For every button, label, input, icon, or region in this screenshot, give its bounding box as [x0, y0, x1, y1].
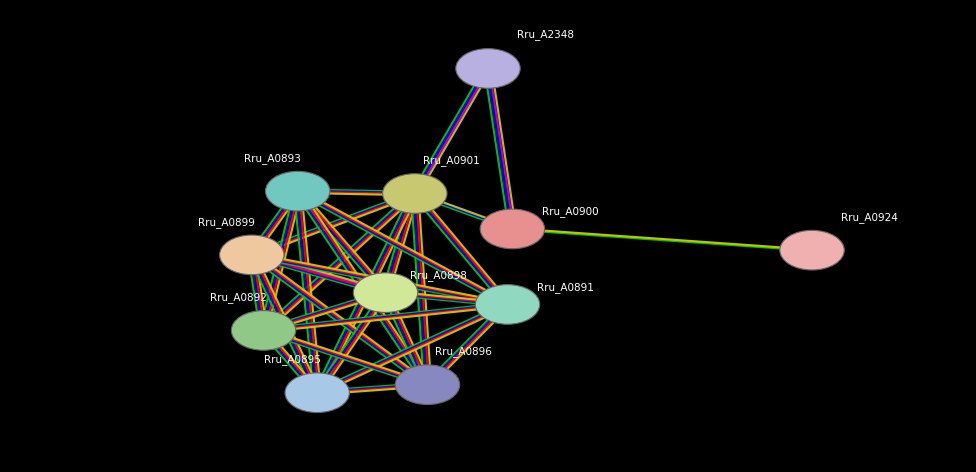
- Text: Rru_A0892: Rru_A0892: [210, 292, 266, 303]
- Text: Rru_A0898: Rru_A0898: [410, 270, 467, 281]
- Text: Rru_A0895: Rru_A0895: [264, 354, 320, 365]
- Ellipse shape: [780, 230, 844, 270]
- Text: Rru_A0899: Rru_A0899: [198, 217, 255, 228]
- Ellipse shape: [265, 171, 330, 211]
- Ellipse shape: [285, 373, 349, 413]
- Ellipse shape: [220, 235, 284, 275]
- Text: Rru_A0893: Rru_A0893: [244, 153, 301, 164]
- Text: Rru_A0901: Rru_A0901: [423, 155, 479, 166]
- Ellipse shape: [353, 273, 418, 312]
- Ellipse shape: [480, 209, 545, 249]
- Text: Rru_A0924: Rru_A0924: [841, 212, 898, 223]
- Text: Rru_A0900: Rru_A0900: [542, 206, 598, 217]
- Text: Rru_A0891: Rru_A0891: [537, 282, 593, 293]
- Ellipse shape: [231, 311, 296, 350]
- Text: Rru_A0896: Rru_A0896: [435, 346, 492, 357]
- Ellipse shape: [456, 49, 520, 88]
- Text: Rru_A2348: Rru_A2348: [517, 29, 574, 40]
- Ellipse shape: [383, 174, 447, 213]
- Ellipse shape: [395, 365, 460, 405]
- Ellipse shape: [475, 285, 540, 324]
